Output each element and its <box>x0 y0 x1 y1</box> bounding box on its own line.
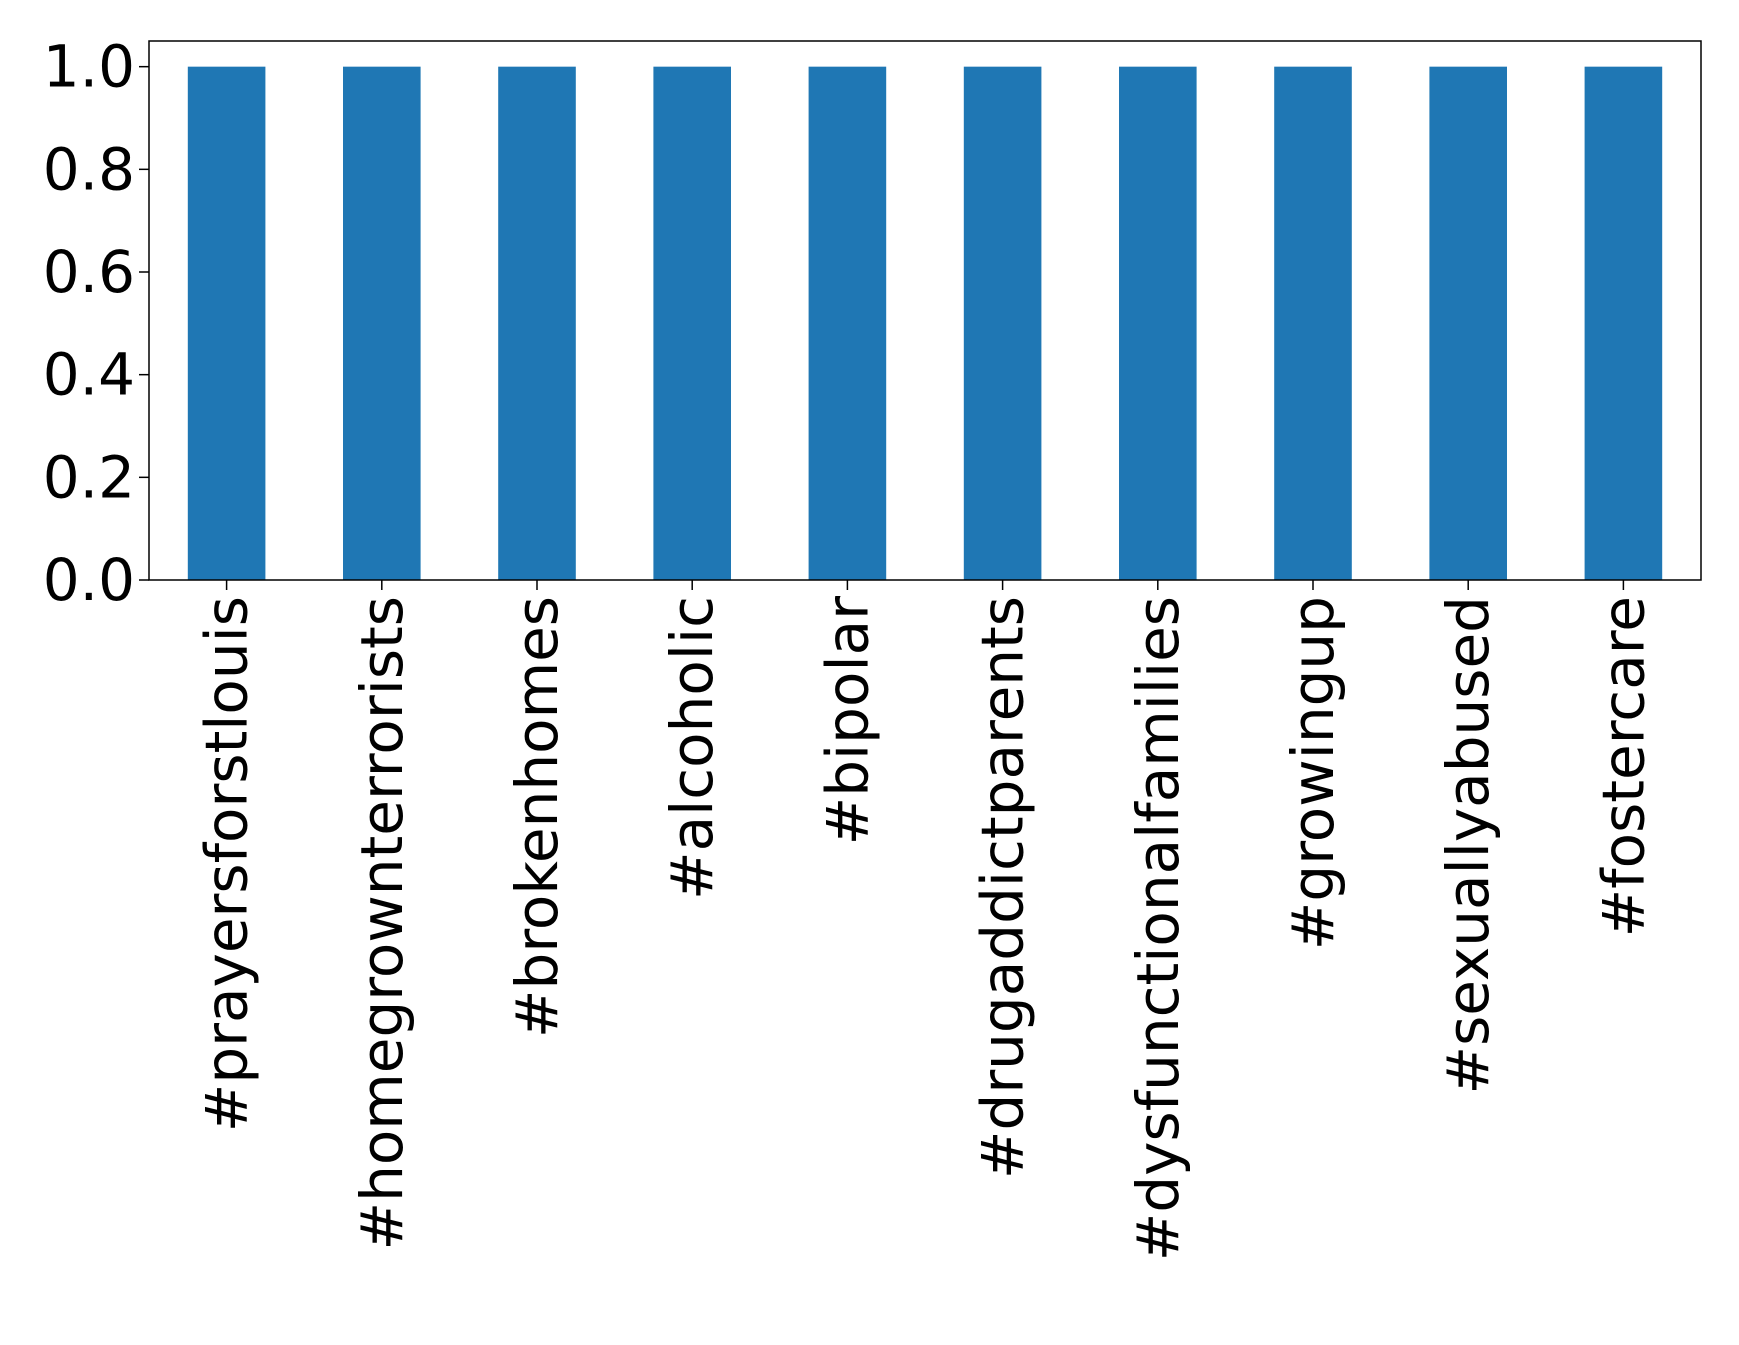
plot-frame <box>148 40 1702 581</box>
bars-group <box>187 66 1663 580</box>
y-tick-label: 0.4 <box>43 341 135 409</box>
bar <box>963 66 1042 580</box>
bar <box>498 66 576 580</box>
bar <box>1119 66 1197 580</box>
y-tick-label: 1.0 <box>43 33 135 101</box>
y-tick-label: 0.6 <box>43 238 135 306</box>
bar <box>808 66 887 580</box>
y-tick-label: 0.0 <box>43 546 135 614</box>
x-tick-label: #drugaddictparents <box>969 596 1037 1179</box>
x-tick-label: #sexuallyabused <box>1434 596 1502 1095</box>
y-tick-label: 0.8 <box>43 135 135 203</box>
x-tick-label: #bipolar <box>813 596 881 845</box>
x-tick-label: #growingup <box>1279 596 1347 950</box>
x-tick-label: #prayersforstlouis <box>193 596 261 1132</box>
x-tick-label: #brokenhomes <box>503 596 571 1038</box>
x-tick-label: #homegrownterrorists <box>348 596 416 1251</box>
bar <box>187 66 266 580</box>
y-tick-label: 0.2 <box>43 443 135 511</box>
bar <box>1429 66 1507 580</box>
bar <box>1584 66 1663 580</box>
x-tick-label: #alcoholic <box>658 596 726 900</box>
y-axis: 0.0 0.2 0.4 0.6 0.8 1.0 <box>43 33 149 614</box>
x-tick-label: #fostercare <box>1589 596 1657 937</box>
bar <box>343 66 421 580</box>
bar <box>1274 66 1352 580</box>
x-axis: #prayersforstlouis #homegrownterrorists #b… <box>193 580 1657 1261</box>
x-tick-label: #dysfunctionalfamilies <box>1124 596 1192 1261</box>
bar <box>653 66 731 580</box>
